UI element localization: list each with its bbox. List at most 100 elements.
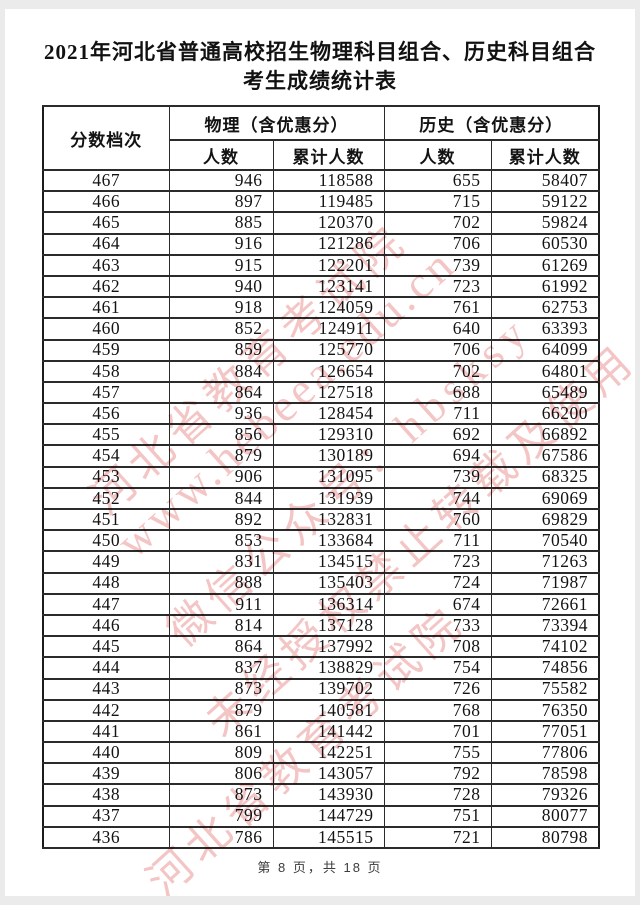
table-header: 分数档次 物理（含优惠分） 历史（含优惠分） 人数 累计人数 人数 累计人数 bbox=[42, 105, 600, 171]
physics-count-cell: 859 bbox=[168, 338, 274, 362]
physics-cumulative-cell: 124911 bbox=[272, 317, 385, 341]
header-score-tier: 分数档次 bbox=[42, 105, 170, 171]
score-cell: 467 bbox=[42, 168, 170, 193]
history-count-cell: 674 bbox=[383, 592, 492, 616]
physics-cumulative-cell: 141442 bbox=[272, 719, 385, 744]
history-count-cell: 706 bbox=[383, 232, 492, 256]
score-cell: 444 bbox=[42, 656, 170, 680]
history-count-cell: 694 bbox=[383, 444, 492, 468]
physics-cumulative-cell: 137992 bbox=[272, 635, 385, 659]
score-cell: 462 bbox=[42, 274, 170, 299]
history-count-cell: 755 bbox=[383, 741, 492, 765]
history-count-cell: 655 bbox=[383, 168, 492, 193]
history-cumulative-cell: 63393 bbox=[490, 317, 600, 341]
table-row: 464 916 121286 706 60530 bbox=[42, 232, 600, 256]
score-cell: 463 bbox=[42, 253, 170, 277]
history-cumulative-cell: 61269 bbox=[490, 253, 600, 277]
table-row: 467 946 118588 655 58407 bbox=[42, 168, 600, 193]
history-count-cell: 744 bbox=[383, 486, 492, 511]
table-row: 437 799 144729 751 80077 bbox=[42, 804, 600, 828]
physics-cumulative-cell: 125770 bbox=[272, 338, 385, 362]
physics-count-cell: 831 bbox=[168, 550, 274, 574]
physics-count-cell: 844 bbox=[168, 486, 274, 511]
table-row: 465 885 120370 702 59824 bbox=[42, 211, 600, 235]
history-cumulative-cell: 69069 bbox=[490, 486, 600, 511]
history-cumulative-cell: 71263 bbox=[490, 550, 600, 574]
table-row: 458 884 126654 702 64801 bbox=[42, 359, 600, 383]
history-count-cell: 688 bbox=[383, 380, 492, 405]
history-count-cell: 751 bbox=[383, 804, 492, 828]
history-cumulative-cell: 78598 bbox=[490, 762, 600, 786]
score-cell: 454 bbox=[42, 444, 170, 468]
physics-count-cell: 864 bbox=[168, 635, 274, 659]
score-cell: 460 bbox=[42, 317, 170, 341]
history-cumulative-cell: 75582 bbox=[490, 677, 600, 701]
score-cell: 436 bbox=[42, 825, 170, 850]
score-cell: 442 bbox=[42, 698, 170, 722]
table-row: 466 897 119485 715 59122 bbox=[42, 190, 600, 214]
physics-cumulative-cell: 120370 bbox=[272, 211, 385, 235]
history-count-cell: 640 bbox=[383, 317, 492, 341]
history-cumulative-cell: 65489 bbox=[490, 380, 600, 405]
history-count-cell: 739 bbox=[383, 253, 492, 277]
history-count-cell: 702 bbox=[383, 211, 492, 235]
physics-count-cell: 892 bbox=[168, 507, 274, 532]
history-count-cell: 761 bbox=[383, 296, 492, 320]
table-row: 438 873 143930 728 79326 bbox=[42, 783, 600, 807]
history-cumulative-cell: 58407 bbox=[490, 168, 600, 193]
physics-count-cell: 864 bbox=[168, 380, 274, 405]
physics-cumulative-cell: 132831 bbox=[272, 507, 385, 532]
score-cell: 437 bbox=[42, 804, 170, 828]
history-cumulative-cell: 66892 bbox=[490, 423, 600, 447]
history-count-cell: 711 bbox=[383, 529, 492, 553]
history-count-cell: 692 bbox=[383, 423, 492, 447]
physics-cumulative-cell: 128454 bbox=[272, 402, 385, 426]
score-cell: 459 bbox=[42, 338, 170, 362]
score-cell: 452 bbox=[42, 486, 170, 511]
table-row: 436 786 145515 721 80798 bbox=[42, 825, 600, 850]
score-cell: 461 bbox=[42, 296, 170, 320]
page-title: 2021年河北省普通高校招生物理科目组合、历史科目组合 考生成绩统计表 bbox=[5, 38, 635, 96]
history-cumulative-cell: 72661 bbox=[490, 592, 600, 616]
history-cumulative-cell: 80798 bbox=[490, 825, 600, 850]
score-cell: 449 bbox=[42, 550, 170, 574]
table-row: 448 888 135403 724 71987 bbox=[42, 571, 600, 595]
score-cell: 466 bbox=[42, 190, 170, 214]
physics-cumulative-cell: 118588 bbox=[272, 168, 385, 193]
physics-count-cell: 799 bbox=[168, 804, 274, 828]
score-cell: 451 bbox=[42, 507, 170, 532]
history-cumulative-cell: 76350 bbox=[490, 698, 600, 722]
table-row: 444 837 138829 754 74856 bbox=[42, 656, 600, 680]
score-cell: 443 bbox=[42, 677, 170, 701]
score-table-body: 467 946 118588 655 58407 466 897 119485 715 59122… bbox=[42, 168, 600, 850]
history-count-cell: 754 bbox=[383, 656, 492, 680]
table-row: 447 911 136314 674 72661 bbox=[42, 592, 600, 616]
score-cell: 465 bbox=[42, 211, 170, 235]
header-row-groups: 分数档次 物理（含优惠分） 历史（含优惠分） bbox=[42, 105, 600, 171]
history-cumulative-cell: 64099 bbox=[490, 338, 600, 362]
physics-cumulative-cell: 131939 bbox=[272, 486, 385, 511]
history-cumulative-cell: 61992 bbox=[490, 274, 600, 299]
history-cumulative-cell: 71987 bbox=[490, 571, 600, 595]
table-row: 442 879 140581 768 76350 bbox=[42, 698, 600, 722]
history-count-cell: 706 bbox=[383, 338, 492, 362]
physics-count-cell: 888 bbox=[168, 571, 274, 595]
document-page: 2021年河北省普通高校招生物理科目组合、历史科目组合 考生成绩统计表 分数档次… bbox=[5, 9, 635, 896]
history-count-cell: 728 bbox=[383, 783, 492, 807]
physics-count-cell: 806 bbox=[168, 762, 274, 786]
physics-count-cell: 873 bbox=[168, 783, 274, 807]
table-row: 439 806 143057 792 78598 bbox=[42, 762, 600, 786]
table-row: 449 831 134515 723 71263 bbox=[42, 550, 600, 574]
history-cumulative-cell: 74102 bbox=[490, 635, 600, 659]
history-count-cell: 726 bbox=[383, 677, 492, 701]
table-row: 463 915 122201 739 61269 bbox=[42, 253, 600, 277]
score-statistics-table: 分数档次 物理（含优惠分） 历史（含优惠分） 人数 累计人数 人数 累计人数 4… bbox=[42, 105, 600, 850]
physics-count-cell: 786 bbox=[168, 825, 274, 850]
physics-cumulative-cell: 122201 bbox=[272, 253, 385, 277]
history-count-cell: 723 bbox=[383, 274, 492, 299]
score-cell: 455 bbox=[42, 423, 170, 447]
table-row: 462 940 123141 723 61992 bbox=[42, 274, 600, 299]
physics-count-cell: 915 bbox=[168, 253, 274, 277]
header-history-count: 人数 bbox=[383, 139, 492, 171]
header-history-group: 历史（含优惠分） bbox=[383, 105, 600, 141]
